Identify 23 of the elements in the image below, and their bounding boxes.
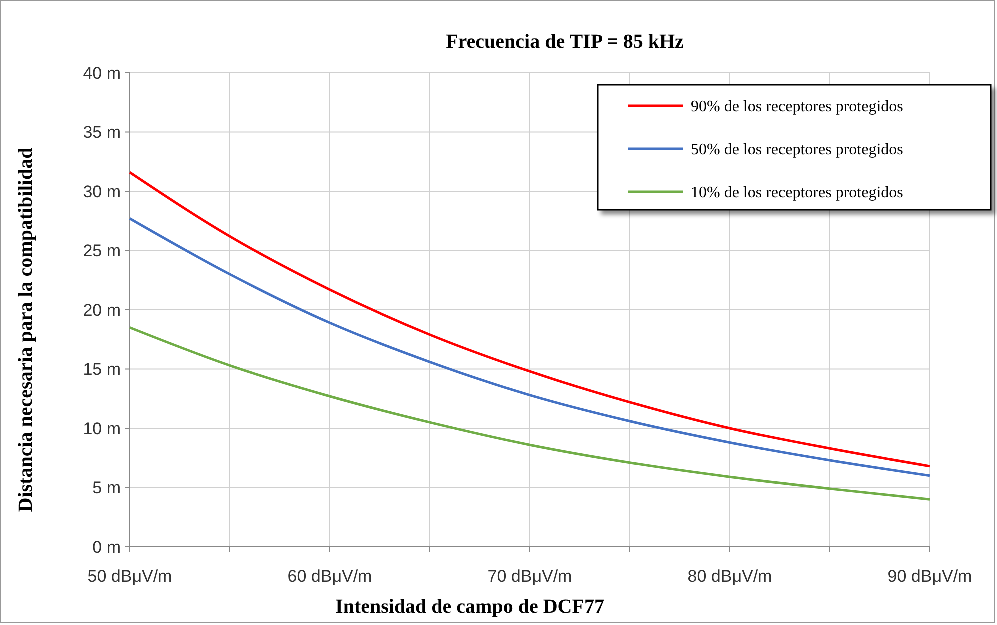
y-tick-label: 30 m [83, 182, 121, 202]
y-tick-label: 35 m [83, 123, 121, 142]
y-tick-label: 0 m [92, 538, 121, 557]
x-axis-title: Intensidad de campo de DCF77 [336, 596, 604, 618]
y-tick-label: 25 m [83, 242, 121, 261]
x-tick-label: 60 dBμV/m [288, 567, 372, 586]
legend-label: 90% de los receptores protegidos [691, 98, 904, 116]
chart-title: Frecuencia de TIP = 85 kHz [446, 31, 684, 53]
y-tick-label: 10 m [83, 419, 121, 438]
legend-label: 50% de los receptores protegidos [691, 142, 904, 159]
x-tick-label: 90 dBμV/m [888, 567, 972, 586]
x-tick-label: 80 dBμV/m [688, 567, 772, 586]
y-tick-label: 15 m [83, 360, 121, 380]
x-tick-label: 70 dBμV/m [488, 567, 572, 586]
y-tick-label: 20 m [83, 300, 121, 320]
line-series [128, 326, 932, 501]
x-tick-label: 50 dBμV/m [88, 567, 172, 586]
y-tick-label: 40 m [83, 64, 121, 83]
line-series [128, 171, 932, 468]
y-tick-label: 5 m [92, 478, 121, 498]
y-axis-title: Distancia necesaria para la compatibilidad [15, 148, 37, 512]
legend-label: 10% de los receptores protegidos [691, 184, 904, 202]
line-series [128, 218, 932, 478]
